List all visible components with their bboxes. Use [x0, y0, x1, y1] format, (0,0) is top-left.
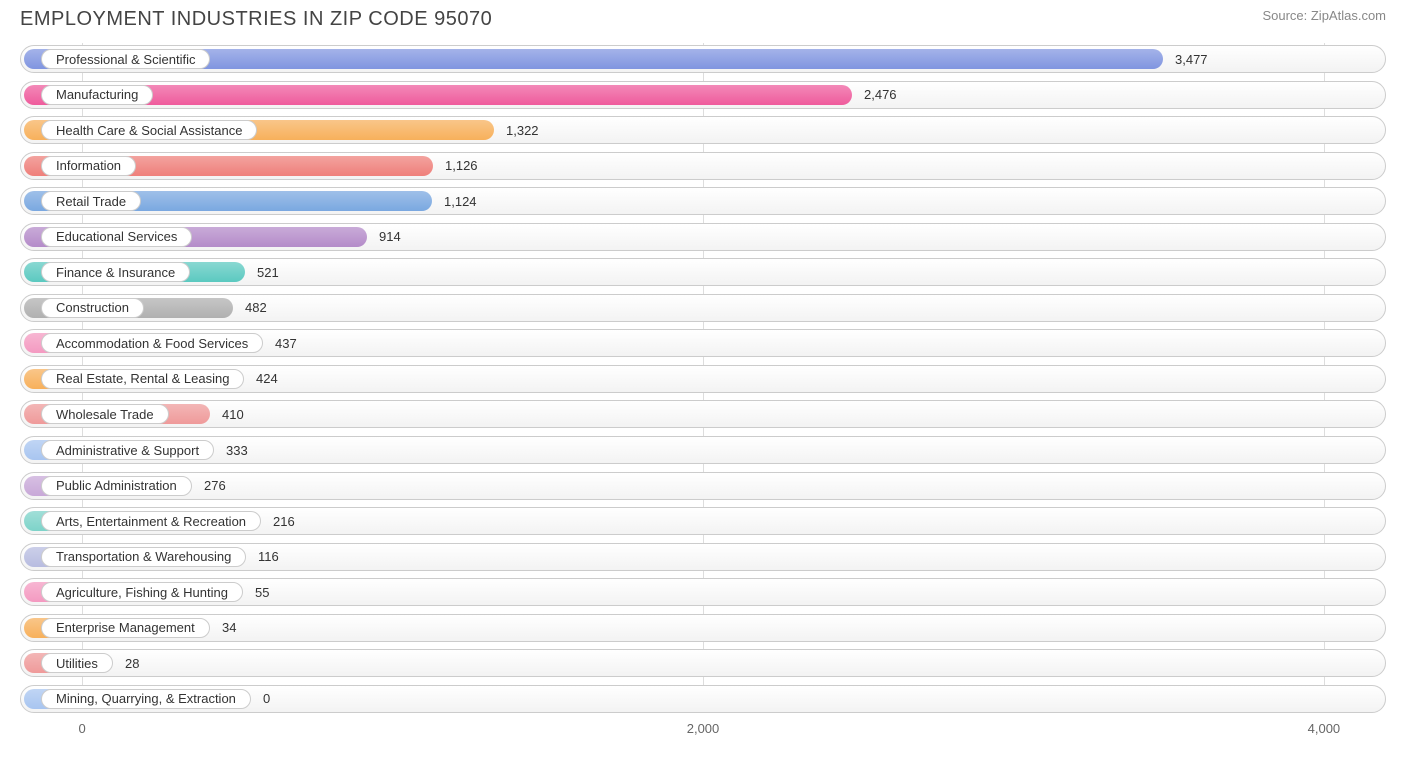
bar-row: Wholesale Trade 410: [20, 400, 1386, 428]
bar-label: Agriculture, Fishing & Hunting: [41, 582, 243, 602]
bar-label: Information: [41, 156, 136, 176]
bar-row: Health Care & Social Assistance 1,322: [20, 116, 1386, 144]
bar-row: Professional & Scientific 3,477: [20, 45, 1386, 73]
bar-row: Arts, Entertainment & Recreation 216: [20, 507, 1386, 535]
bar-label: Mining, Quarrying, & Extraction: [41, 689, 251, 709]
bar-value: 3,477: [1175, 46, 1208, 72]
bar-label: Construction: [41, 298, 144, 318]
bar-value: 116: [258, 544, 279, 570]
bar-row: Real Estate, Rental & Leasing 424: [20, 365, 1386, 393]
bar-label: Finance & Insurance: [41, 262, 190, 282]
bar-value: 424: [256, 366, 278, 392]
bar-label: Utilities: [41, 653, 113, 673]
bar-value: 34: [222, 615, 236, 641]
bar-label: Public Administration: [41, 476, 192, 496]
bar-value: 1,126: [445, 153, 478, 179]
bar-value: 28: [125, 650, 139, 676]
bar-row: Transportation & Warehousing 116: [20, 543, 1386, 571]
bar-value: 2,476: [864, 82, 897, 108]
bar-row: Finance & Insurance 521: [20, 258, 1386, 286]
bar-value: 410: [222, 401, 244, 427]
bar-label: Real Estate, Rental & Leasing: [41, 369, 244, 389]
bar-row: Mining, Quarrying, & Extraction 0: [20, 685, 1386, 713]
bar-label: Transportation & Warehousing: [41, 547, 246, 567]
bar-row: Manufacturing 2,476: [20, 81, 1386, 109]
chart-area: Professional & Scientific 3,477 Manufactur…: [20, 43, 1386, 743]
bar-label: Health Care & Social Assistance: [41, 120, 257, 140]
x-axis: 0 2,000 4,000: [20, 717, 1386, 747]
bar-value: 521: [257, 259, 279, 285]
bars-container: Professional & Scientific 3,477 Manufactur…: [20, 43, 1386, 713]
bar-value: 1,124: [444, 188, 477, 214]
bar-label: Enterprise Management: [41, 618, 210, 638]
bar-row: Construction 482: [20, 294, 1386, 322]
bar-row: Educational Services 914: [20, 223, 1386, 251]
bar-value: 1,322: [506, 117, 539, 143]
bar-row: Information 1,126: [20, 152, 1386, 180]
bar-label: Wholesale Trade: [41, 404, 169, 424]
x-tick-label: 2,000: [687, 721, 720, 736]
bar-value: 276: [204, 473, 226, 499]
bar-label: Administrative & Support: [41, 440, 214, 460]
chart-source: Source: ZipAtlas.com: [1262, 8, 1386, 23]
bar-value: 333: [226, 437, 248, 463]
bar-value: 482: [245, 295, 267, 321]
bar-row: Enterprise Management 34: [20, 614, 1386, 642]
bar-value: 437: [275, 330, 297, 356]
bar-label: Educational Services: [41, 227, 192, 247]
bar-label: Professional & Scientific: [41, 49, 210, 69]
bar-row: Retail Trade 1,124: [20, 187, 1386, 215]
bar-value: 216: [273, 508, 295, 534]
bar-value: 0: [263, 686, 270, 712]
bar-label: Retail Trade: [41, 191, 141, 211]
bar-row: Accommodation & Food Services 437: [20, 329, 1386, 357]
bar-label: Manufacturing: [41, 85, 153, 105]
bar-label: Accommodation & Food Services: [41, 333, 263, 353]
chart-title: EMPLOYMENT INDUSTRIES IN ZIP CODE 95070: [20, 8, 492, 31]
bar-row: Utilities 28: [20, 649, 1386, 677]
bar-row: Agriculture, Fishing & Hunting 55: [20, 578, 1386, 606]
bar-value: 914: [379, 224, 401, 250]
bar-value: 55: [255, 579, 269, 605]
bar-row: Administrative & Support 333: [20, 436, 1386, 464]
chart-header: EMPLOYMENT INDUSTRIES IN ZIP CODE 95070 …: [0, 0, 1406, 35]
x-tick-label: 0: [78, 721, 85, 736]
bar-row: Public Administration 276: [20, 472, 1386, 500]
x-tick-label: 4,000: [1308, 721, 1341, 736]
bar-label: Arts, Entertainment & Recreation: [41, 511, 261, 531]
